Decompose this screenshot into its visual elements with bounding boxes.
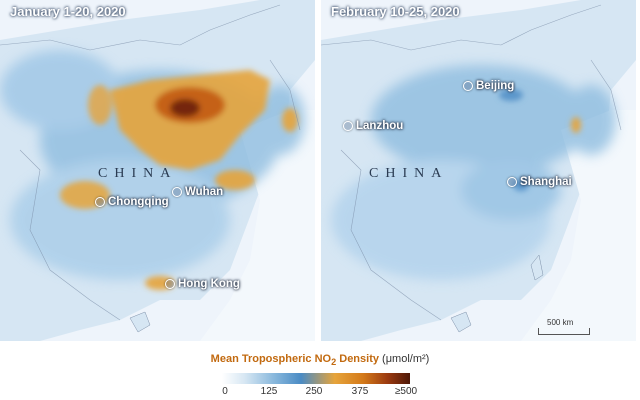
city-marker-icon xyxy=(507,177,517,187)
scale-bar-label: 500 km xyxy=(547,318,574,327)
city-label-wuhan: Wuhan xyxy=(185,186,224,198)
legend-unit: (μmol/m²) xyxy=(382,353,430,365)
city-chongqing: Chongqing xyxy=(95,196,169,208)
map-panel-january: January 1-20, 2020 CHINA Chongqing Wuhan… xyxy=(0,0,315,341)
city-label-hong-kong: Hong Kong xyxy=(178,278,240,290)
city-label-beijing: Beijing xyxy=(476,80,515,92)
city-shanghai: Shanghai xyxy=(507,176,572,188)
city-marker-icon xyxy=(463,81,473,91)
city-hong-kong: Hong Kong xyxy=(165,278,240,290)
map-panel-february: February 10-25, 2020 CHINA Beijing Lanzh… xyxy=(321,0,636,341)
city-wuhan: Wuhan xyxy=(172,186,223,198)
city-marker-icon xyxy=(343,121,353,131)
map-january-graphic xyxy=(0,0,315,341)
legend-title-main: Mean Tropospheric NO xyxy=(210,353,332,365)
legend-title: Mean Tropospheric NO2 Density (μmol/m²) xyxy=(0,353,640,367)
legend-tick-250: 250 xyxy=(305,386,323,397)
legend-color-bar xyxy=(222,373,410,384)
legend-title-suffix: Density xyxy=(336,353,379,365)
country-label-china: CHINA xyxy=(369,166,449,181)
legend-tick-500: ≥500 xyxy=(394,386,418,397)
city-label-shanghai: Shanghai xyxy=(520,176,572,188)
city-beijing: Beijing xyxy=(463,80,514,92)
legend-title-subscript: 2 xyxy=(331,357,337,368)
legend-tick-0: 0 xyxy=(222,386,228,397)
city-marker-icon xyxy=(95,197,105,207)
panel-title-february: February 10-25, 2020 xyxy=(331,4,460,19)
city-lanzhou: Lanzhou xyxy=(343,120,403,132)
legend: Mean Tropospheric NO2 Density (μmol/m²) … xyxy=(0,341,640,400)
city-marker-icon xyxy=(172,187,182,197)
map-february-graphic xyxy=(321,0,636,341)
country-label-china: CHINA xyxy=(98,166,178,181)
legend-tick-375: 375 xyxy=(351,386,369,397)
city-label-chongqing: Chongqing xyxy=(108,196,169,208)
city-marker-icon xyxy=(165,279,175,289)
scale-bar xyxy=(538,328,590,335)
legend-tick-125: 125 xyxy=(260,386,278,397)
city-label-lanzhou: Lanzhou xyxy=(356,120,404,132)
panel-title-january: January 1-20, 2020 xyxy=(10,4,126,19)
